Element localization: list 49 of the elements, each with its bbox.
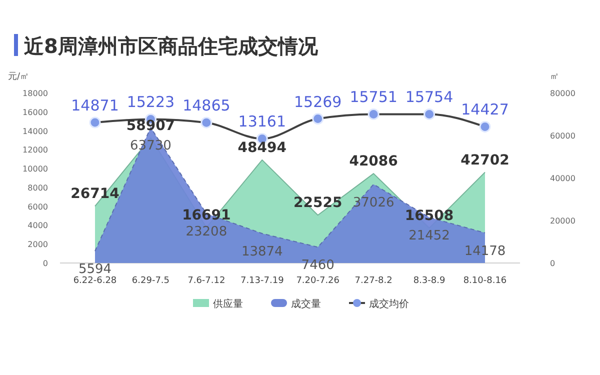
data-label: 7460	[301, 258, 334, 274]
y2-axis-title: ㎡	[550, 72, 559, 82]
y2-tick-label: 0	[550, 259, 556, 268]
x-tick-label: 7.13-7.19	[240, 276, 284, 286]
data-label: 48494	[238, 140, 287, 156]
y-tick-label: 10000	[22, 164, 48, 174]
data-label: 37026	[352, 195, 394, 210]
y-tick-label: 0	[42, 259, 48, 268]
legend-label: 成交均价	[369, 298, 409, 310]
data-label: 13161	[238, 112, 286, 131]
x-tick-label: 7.6-7.12	[188, 276, 226, 286]
y-tick-label: 6000	[28, 202, 48, 212]
data-label: 14865	[182, 96, 230, 115]
y2-tick-label: 40000	[550, 174, 576, 183]
chart-title: 近8周漳州市区商品住宅成交情况	[23, 34, 319, 58]
data-label: 16691	[182, 208, 231, 224]
y2-tick-label: 60000	[550, 132, 576, 140]
data-label: 15751	[350, 88, 398, 106]
x-tick-label: 6.29-7.5	[132, 276, 170, 286]
y-tick-label: 14000	[22, 126, 48, 136]
data-label: 42702	[460, 152, 510, 168]
y-tick-label: 8000	[28, 183, 48, 192]
data-label: 16508	[404, 208, 454, 224]
y-axis-title: 元/㎡	[8, 71, 30, 82]
x-tick-label: 7.20-7.26	[296, 276, 340, 286]
x-tick-label: 7.27-8.2	[354, 276, 392, 286]
data-label: 14871	[71, 96, 119, 115]
data-label: 15223	[126, 93, 175, 112]
data-label: 23208	[186, 224, 228, 240]
x-tick-label: 8.3-8.9	[413, 276, 446, 286]
y-tick-label: 18000	[22, 89, 48, 98]
data-label: 21452	[408, 228, 450, 244]
y-tick-label: 12000	[22, 146, 48, 155]
y-tick-label: 2000	[28, 240, 48, 250]
data-label: 15269	[294, 92, 342, 111]
legend-label: 供应量	[213, 298, 243, 310]
y-tick-label: 16000	[22, 108, 48, 117]
legend-label: 成交量	[291, 298, 321, 310]
y2-tick-label: 20000	[550, 216, 576, 226]
y-tick-label: 4000	[28, 221, 48, 230]
data-label: 42086	[349, 154, 398, 170]
x-tick-label: 6.22-6.28	[73, 276, 117, 286]
data-label: 14427	[461, 100, 509, 119]
data-label: 58907	[126, 118, 176, 134]
y2-tick-label: 80000	[550, 89, 576, 98]
data-label: 15754	[405, 88, 454, 106]
data-label: 13874	[241, 244, 283, 260]
data-label: 5594	[78, 262, 112, 278]
x-tick-label: 8.10-8.16	[463, 276, 507, 286]
